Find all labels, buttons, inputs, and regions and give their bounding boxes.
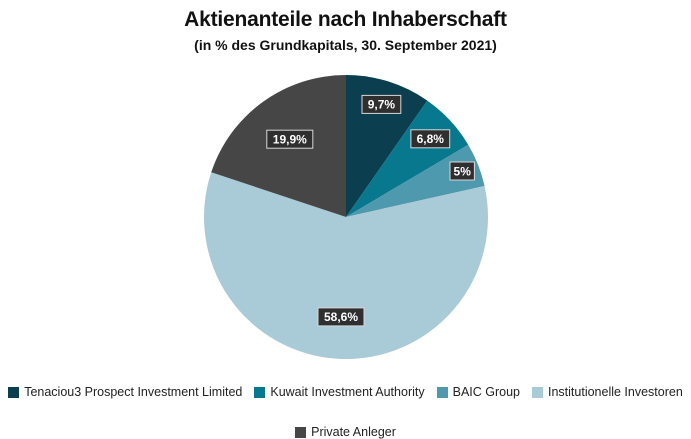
- slice-data-label: 5%: [449, 161, 475, 181]
- legend-label: Institutionelle Investoren: [548, 385, 683, 399]
- legend-label: Private Anleger: [311, 425, 396, 439]
- chart-title: Aktienanteile nach Inhaberschaft: [184, 8, 507, 31]
- svg-text:6,8%: 6,8%: [417, 132, 445, 146]
- legend-item-institutional: Institutionelle Investoren: [532, 385, 683, 399]
- legend-swatch: [8, 386, 20, 398]
- chart-legend: Tenaciou3 Prospect Investment Limited Ku…: [0, 385, 691, 439]
- svg-text:58,6%: 58,6%: [324, 310, 358, 324]
- legend-label: Kuwait Investment Authority: [270, 385, 425, 399]
- svg-text:19,9%: 19,9%: [273, 133, 307, 147]
- legend-swatch: [295, 426, 307, 438]
- pie-slice: [204, 172, 489, 360]
- legend-label: BAIC Group: [452, 385, 520, 399]
- svg-text:9,7%: 9,7%: [368, 98, 396, 112]
- legend-swatch: [436, 386, 448, 398]
- legend-label: Tenaciou3 Prospect Investment Limited: [24, 385, 243, 399]
- svg-text:5%: 5%: [454, 164, 472, 178]
- legend-item-tenaciou3: Tenaciou3 Prospect Investment Limited: [8, 385, 242, 399]
- legend-item-private: Private Anleger: [295, 425, 396, 439]
- legend-swatch: [532, 386, 543, 398]
- slice-data-label: 19,9%: [266, 129, 314, 149]
- slice-data-label: 58,6%: [317, 307, 365, 327]
- legend-item-baic: BAIC Group: [436, 385, 520, 399]
- slice-data-label: 6,8%: [410, 129, 451, 149]
- chart-subtitle: (in % des Grundkapitals, 30. September 2…: [194, 37, 497, 53]
- slice-data-label: 9,7%: [361, 94, 402, 114]
- legend-item-kuwait: Kuwait Investment Authority: [254, 385, 425, 399]
- legend-swatch: [254, 386, 266, 398]
